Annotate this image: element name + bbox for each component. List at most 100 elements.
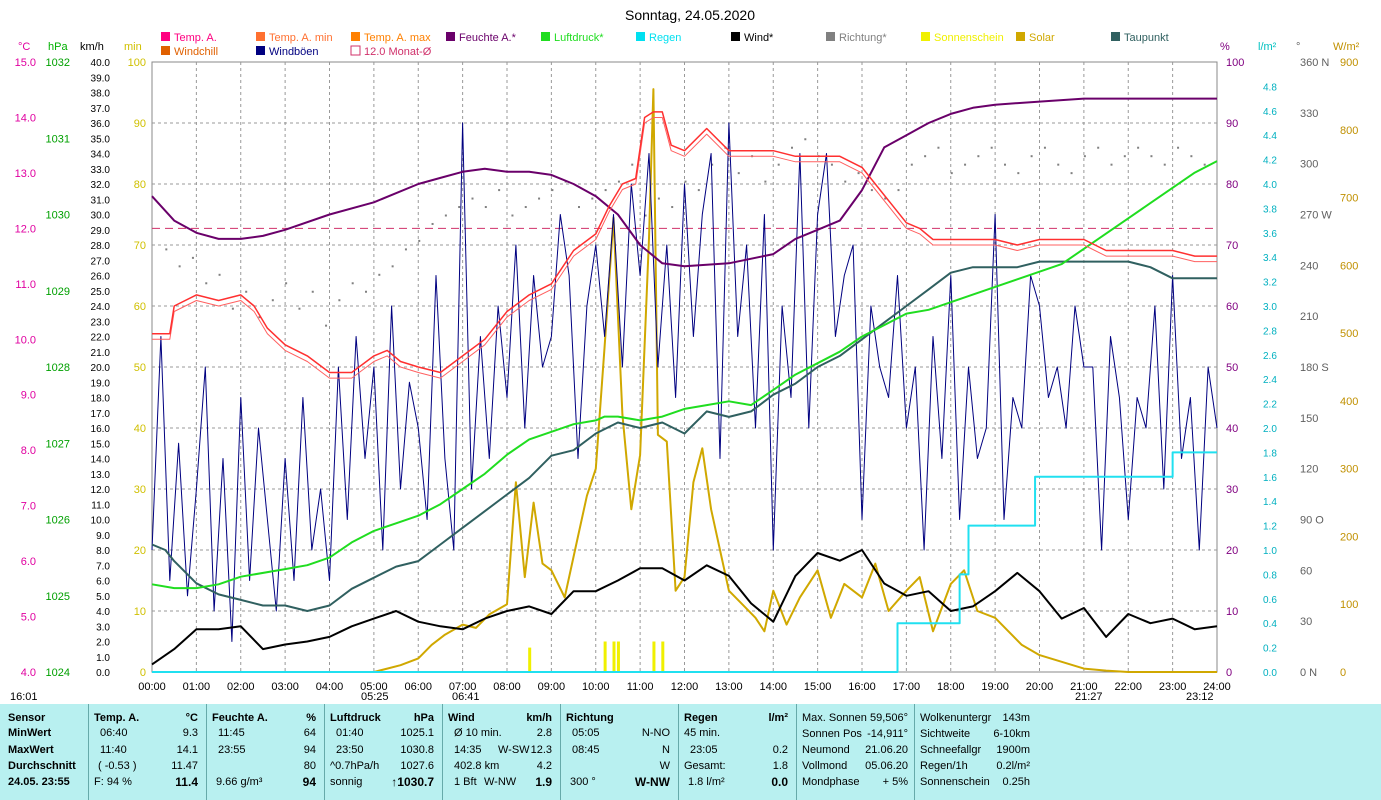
wind-dir: W-SW (498, 744, 530, 756)
sonne-label: Sonnen Pos (802, 728, 862, 740)
col-wind: Wind km/h Ø 10 min. 2.8 14:35 W-SW 12.3 … (446, 704, 558, 800)
wind-tick: 18.0 (91, 394, 111, 405)
humidity-tick: 100 (1226, 57, 1244, 69)
luftdruck-line (151, 160, 1218, 590)
wolken-label: Regen/1h (920, 760, 968, 772)
unit-kmh: km/h (80, 41, 104, 53)
direction-tick: 210 (1300, 311, 1318, 323)
rain-tick: 3.6 (1263, 229, 1277, 240)
wolken-label: Sonnenschein (920, 776, 990, 788)
wind-value: 4.2 (536, 760, 552, 772)
direction-point (1150, 155, 1153, 158)
col-temp: Temp. A. °C 06:40 9.3 11:40 14.1 ( -0.53… (92, 704, 204, 800)
unit-wm2: W/m² (1333, 41, 1360, 53)
wind-tick: 4.0 (96, 607, 110, 618)
sensor-row: 24.05. 23:55 (8, 776, 70, 788)
direction-point (684, 180, 687, 183)
wind-tick: 10.0 (91, 516, 111, 527)
direction-point (538, 197, 541, 200)
wind-tick: 28.0 (91, 241, 111, 252)
rain-tick: 2.6 (1263, 351, 1277, 362)
feuchte-value: 94 (303, 744, 316, 756)
pressure-tick: 1030 (46, 210, 70, 222)
temp-unit: °C (185, 712, 198, 724)
moon-label: 23:12 (1186, 691, 1214, 703)
pressure-tick: 1026 (46, 515, 70, 527)
direction-point (644, 214, 647, 217)
solar-tick: 100 (1340, 599, 1358, 611)
temp-tick: 4.0 (21, 667, 36, 679)
temp-time: 11:40 (100, 744, 127, 756)
regen-value: 1.8 (772, 760, 788, 772)
direction-point (578, 206, 580, 209)
direction-point (365, 290, 367, 293)
x-tick: 03:00 (271, 681, 299, 693)
direction-point (604, 189, 607, 192)
legend-swatch (541, 32, 550, 41)
legend-label: Temp. A. (174, 32, 217, 44)
regen-time: 23:05 (690, 744, 718, 756)
humidity-tick: 90 (1226, 118, 1238, 130)
wind-tick: 19.0 (91, 378, 111, 389)
regen-value: 0.2 (772, 744, 788, 756)
sunshine-tick: 20 (134, 545, 146, 557)
direction-point (791, 146, 793, 149)
direction-point (258, 316, 261, 319)
direction-point (1017, 172, 1020, 175)
direction-point (591, 197, 594, 200)
wind-line (151, 549, 1218, 666)
col-feuchte: Feuchte A. % 11:45 64 23:55 94 80 9.66 g… (210, 704, 322, 800)
direction-tick: 0 N (1300, 667, 1317, 679)
richtung-value: N-NO (641, 727, 670, 739)
legend-swatch (731, 32, 740, 41)
luftdruck-unit: hPa (413, 712, 434, 724)
legend-label: Sonnenschein (934, 32, 1004, 44)
x-tick: 15:00 (804, 681, 832, 693)
direction-point (418, 239, 421, 242)
direction-point (271, 299, 274, 302)
rain-tick: 2.4 (1263, 375, 1277, 386)
wind-unit: km/h (526, 712, 552, 724)
regen-header: Regen (684, 712, 718, 724)
direction-point (697, 189, 700, 192)
direction-point (990, 146, 993, 149)
legend-swatch (351, 32, 360, 41)
luftdruck-value: 1025.1 (400, 727, 434, 739)
pressure-tick: 1024 (46, 667, 70, 679)
sensor-header: Sensor (8, 712, 46, 724)
legend-swatch (1016, 32, 1025, 41)
wind-tick: 33.0 (91, 165, 111, 176)
legend: Temp. A. Temp. A. min Temp. A. max Feuchte … (161, 32, 1169, 58)
rain-tick: 4.4 (1263, 131, 1277, 142)
direction-point (178, 265, 181, 268)
legend-label: 12.0 Monat-Ø (364, 46, 432, 58)
start-time-label: 16:01 (10, 691, 38, 703)
temp-value: 9.3 (182, 727, 198, 739)
summary-table: Sensor MinWert MaxWert Durchschnitt 24.0… (0, 704, 1381, 800)
wind-time: 14:35 (454, 744, 482, 756)
x-tick: 18:00 (937, 681, 965, 693)
solar-tick: 900 (1340, 57, 1358, 69)
legend-swatch (256, 32, 265, 41)
direction-point (857, 172, 860, 175)
direction-point (1203, 163, 1206, 166)
sunshine-tick: 90 (134, 118, 146, 130)
pressure-tick: 1029 (46, 286, 70, 298)
x-tick: 20:00 (1026, 681, 1054, 693)
temp-tick: 14.0 (15, 112, 36, 124)
feuchte-absolute: 9.66 g/m³ (216, 776, 263, 788)
wind-tick: 39.0 (91, 73, 111, 84)
legend-label: Regen (649, 32, 681, 44)
x-tick: 22:00 (1114, 681, 1142, 693)
legend-label: Luftdruck* (554, 32, 604, 44)
sunshine-bar (661, 641, 665, 672)
direction-point (1137, 146, 1140, 149)
legend-label: Richtung* (839, 32, 887, 44)
legend-swatch (256, 46, 265, 55)
solar-tick: 700 (1340, 193, 1358, 205)
unit-labels: °C hPa km/h min % l/m² ° W/m² (18, 41, 1360, 53)
direction-point (205, 282, 208, 285)
x-tick: 17:00 (893, 681, 921, 693)
temp-tick: 15.0 (15, 57, 36, 69)
unit-percent: % (1220, 41, 1230, 53)
